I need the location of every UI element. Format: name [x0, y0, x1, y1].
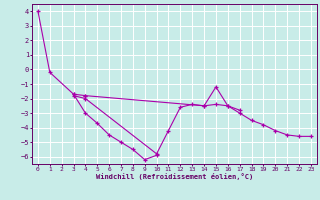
X-axis label: Windchill (Refroidissement éolien,°C): Windchill (Refroidissement éolien,°C): [96, 173, 253, 180]
